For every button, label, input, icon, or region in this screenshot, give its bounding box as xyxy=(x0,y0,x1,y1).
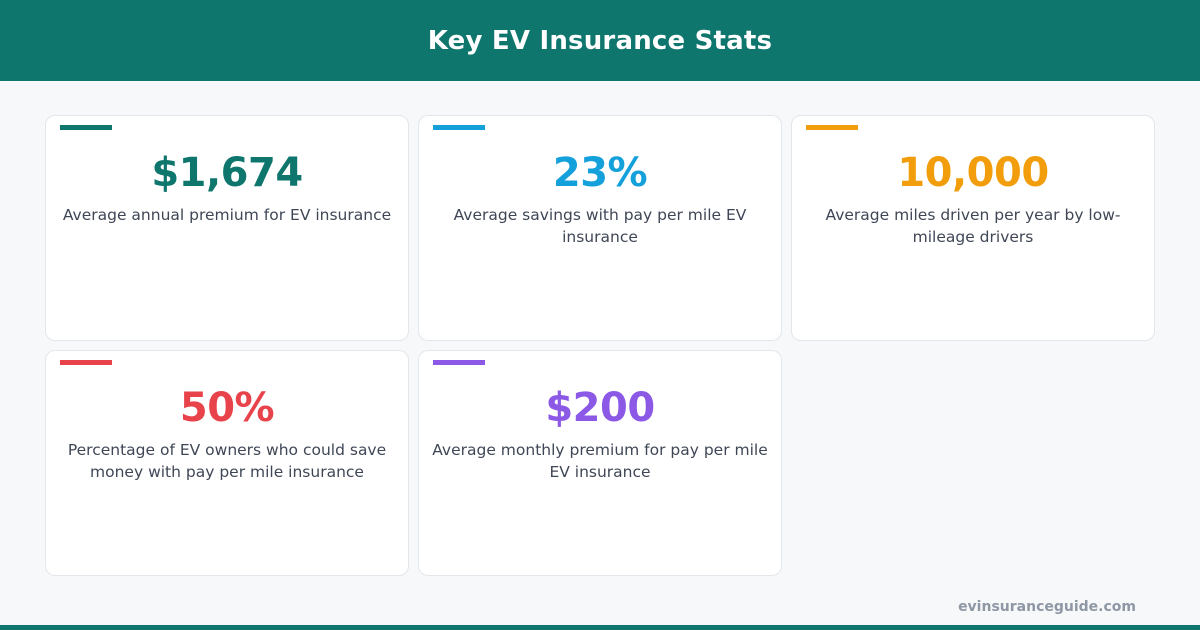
footer-site-url[interactable]: evinsuranceguide.com xyxy=(958,599,1136,615)
stat-card-monthly-premium: $200 Average monthly premium for pay per… xyxy=(418,350,782,576)
page-title: Key EV Insurance Stats xyxy=(427,25,773,56)
stat-card-annual-premium: $1,674 Average annual premium for EV ins… xyxy=(45,115,409,341)
card-accent-bar xyxy=(433,125,485,130)
card-accent-bar xyxy=(806,125,858,130)
bottom-bar xyxy=(0,625,1200,630)
stat-description: Average monthly premium for pay per mile… xyxy=(432,441,768,481)
stat-value: $1,674 xyxy=(151,150,303,196)
stat-value: 10,000 xyxy=(897,150,1049,196)
stat-description: Percentage of EV owners who could save m… xyxy=(67,441,387,481)
card-accent-bar xyxy=(433,360,485,365)
card-accent-bar xyxy=(60,360,112,365)
header-banner: Key EV Insurance Stats xyxy=(0,0,1200,81)
stat-description: Average savings with pay per mile EV ins… xyxy=(453,206,747,246)
stat-value: $200 xyxy=(545,385,655,431)
stat-card-miles: 10,000 Average miles driven per year by … xyxy=(791,115,1155,341)
stat-card-owners-savings: 50% Percentage of EV owners who could sa… xyxy=(45,350,409,576)
card-accent-bar xyxy=(60,125,112,130)
stat-value: 50% xyxy=(179,385,275,431)
stat-description: Average annual premium for EV insurance xyxy=(62,206,392,224)
stat-description: Average miles driven per year by low-mil… xyxy=(825,206,1121,246)
stat-value: 23% xyxy=(552,150,648,196)
stat-card-savings: 23% Average savings with pay per mile EV… xyxy=(418,115,782,341)
